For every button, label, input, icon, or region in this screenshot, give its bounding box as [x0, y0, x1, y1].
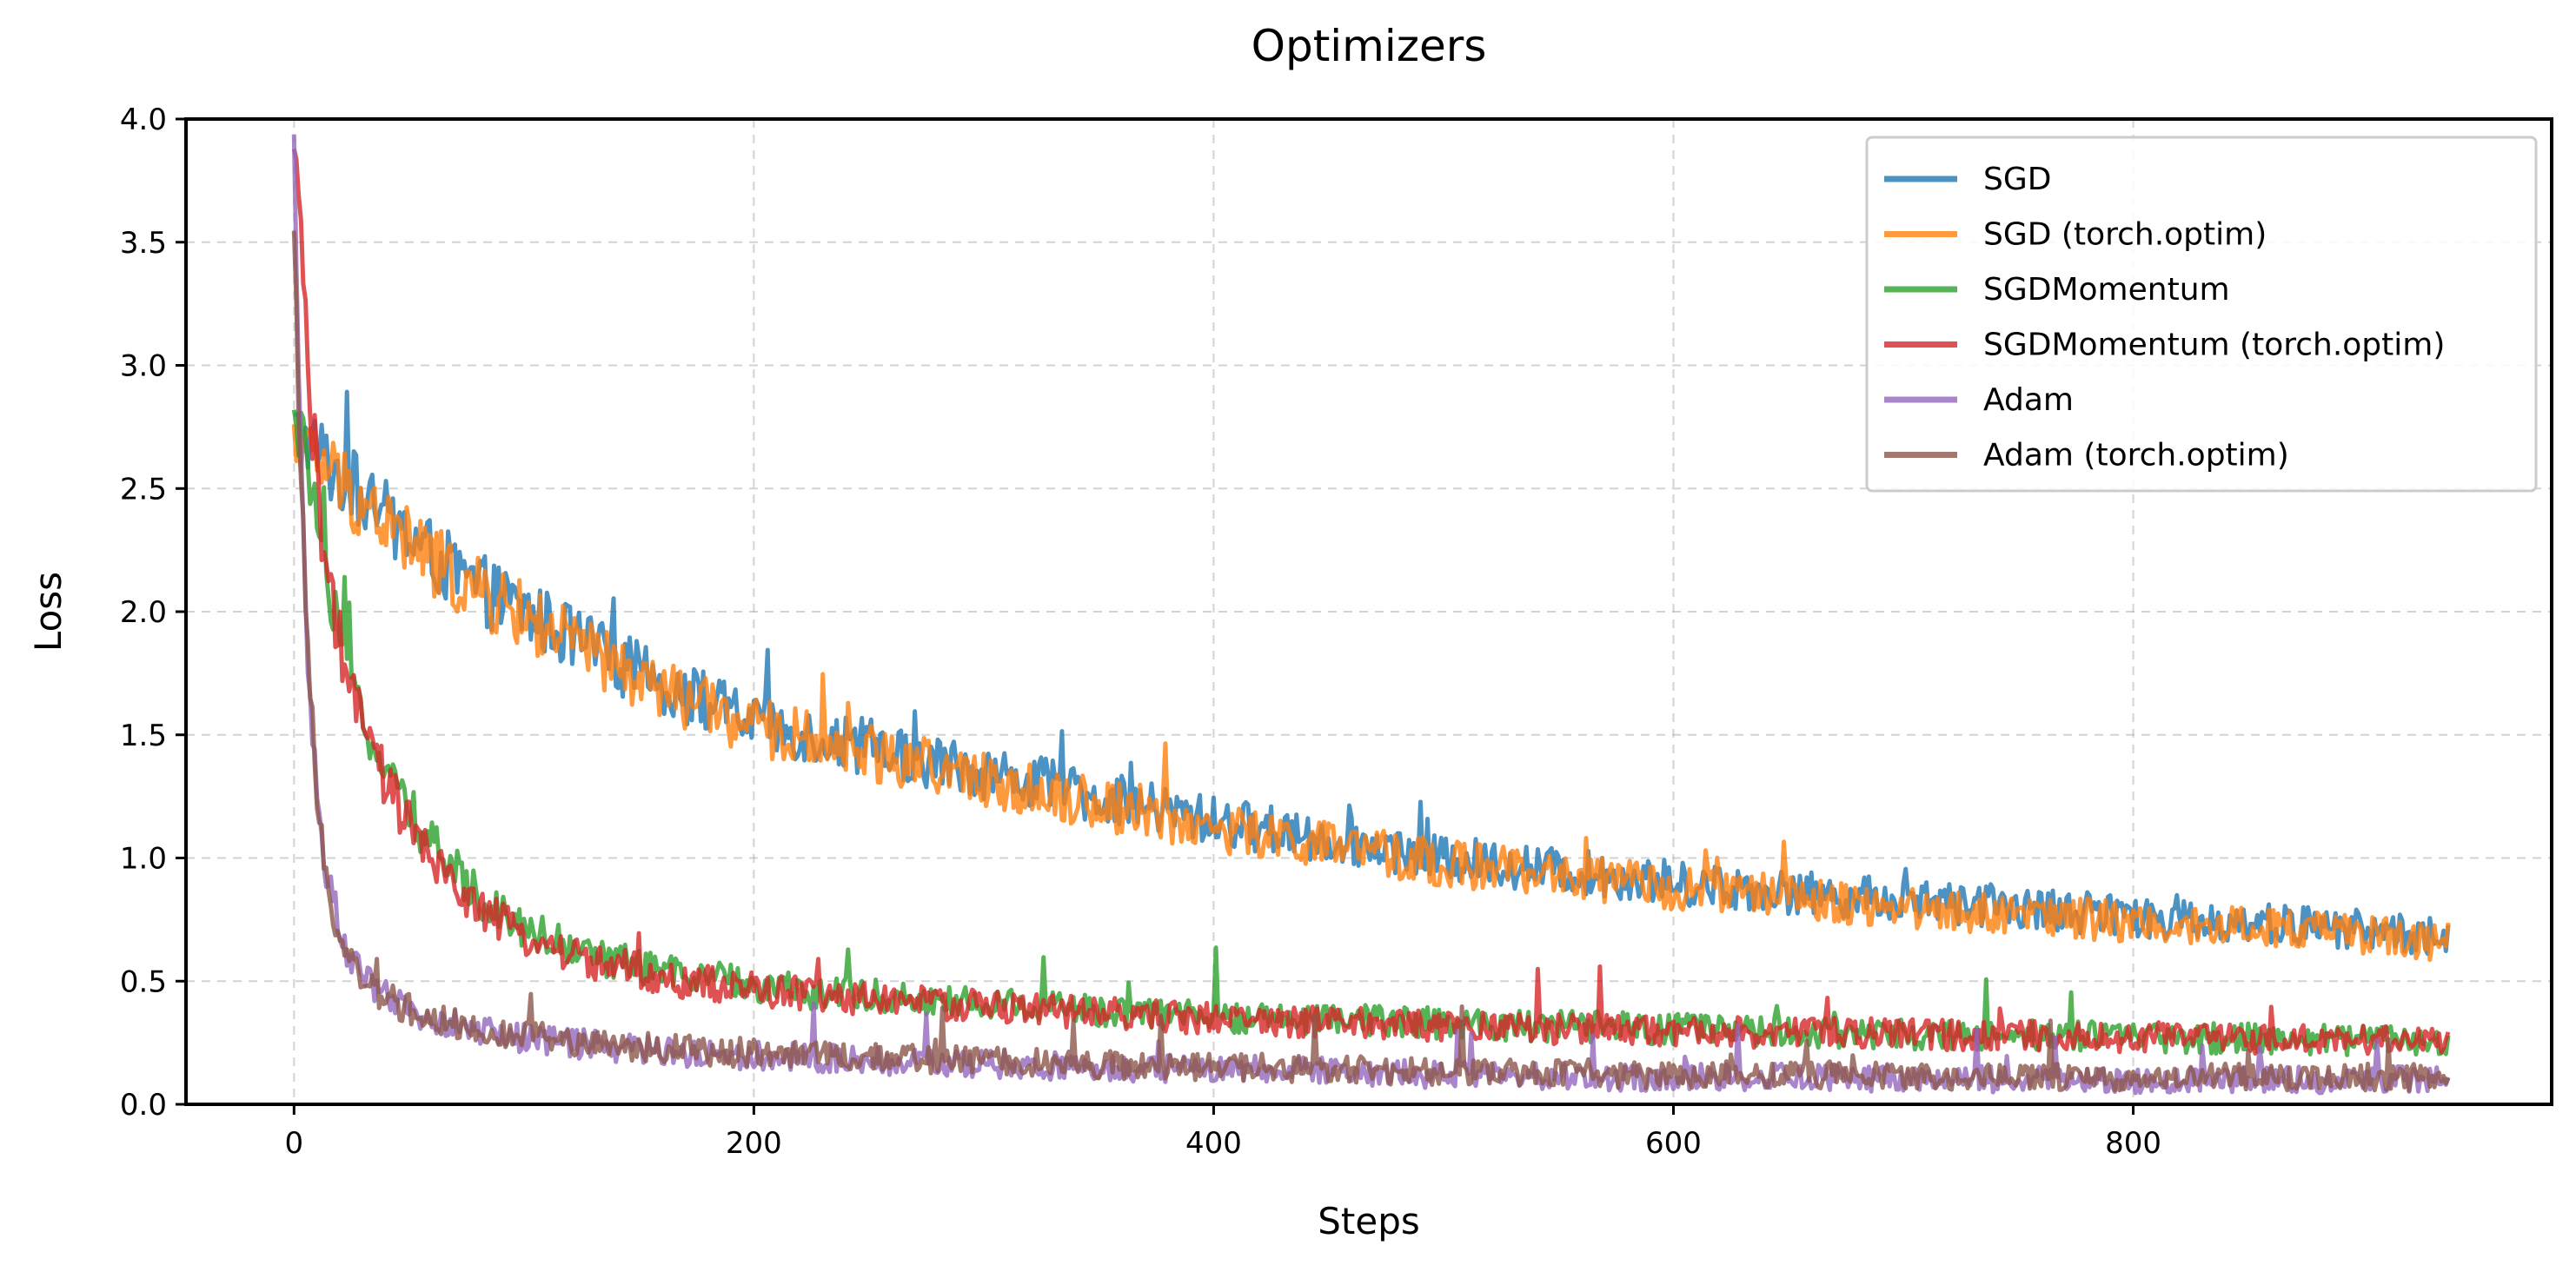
series-line-5	[291, 230, 2451, 1093]
legend-label: Adam (torch.optim)	[1983, 438, 2289, 474]
axis-ticks: 0 200 400 600 800 0.0 0.5 1.0 1.5 2.0 2.5 3.0 3.5 4.0	[120, 103, 2161, 1161]
legend-box	[1865, 136, 2538, 493]
x-tick-label: 0	[285, 1126, 304, 1161]
legend-label: SGD	[1983, 162, 2051, 197]
y-tick-label: 1.0	[120, 842, 167, 877]
chart-title: Optimizers	[1251, 21, 1487, 71]
legend-label: SGDMomentum	[1983, 272, 2230, 308]
y-tick-label: 3.5	[120, 226, 167, 261]
legend: SGD SGD (torch.optim) SGDMomentum SGDMoment…	[1865, 136, 2538, 493]
series-lines	[291, 134, 2451, 1096]
legend-label: SGDMomentum (torch.optim)	[1983, 328, 2445, 363]
y-tick-label: 1.5	[120, 719, 167, 753]
y-tick-label: 0.0	[120, 1088, 167, 1123]
y-axis-label: Loss	[27, 572, 70, 652]
y-tick-label: 2.5	[120, 472, 167, 507]
series-line-1	[291, 424, 2451, 963]
x-tick-label: 400	[1185, 1126, 1242, 1161]
x-tick-label: 800	[2105, 1126, 2161, 1161]
series-line-3	[291, 148, 2451, 1057]
x-tick-label: 600	[1645, 1126, 1702, 1161]
x-axis-label: Steps	[1318, 1200, 1420, 1242]
y-tick-label: 0.5	[120, 964, 167, 999]
y-tick-label: 4.0	[120, 103, 167, 137]
legend-label: SGD (torch.optim)	[1983, 217, 2267, 253]
y-tick-label: 3.0	[120, 349, 167, 384]
y-tick-label: 2.0	[120, 595, 167, 630]
legend-label: Adam	[1983, 382, 2074, 418]
x-tick-label: 200	[726, 1126, 782, 1161]
